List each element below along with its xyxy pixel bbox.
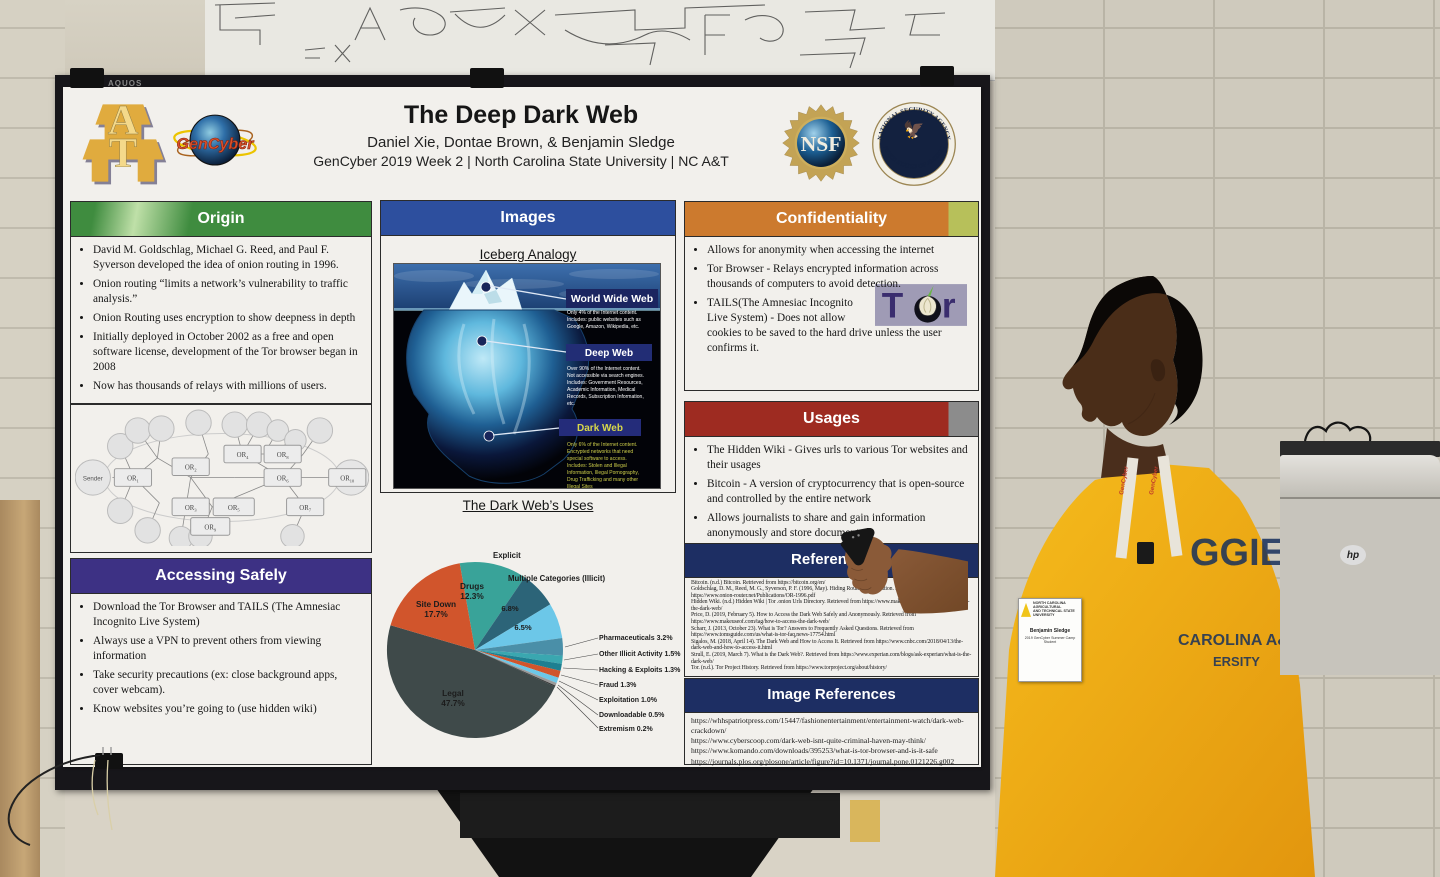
svg-text:T: T bbox=[109, 130, 137, 177]
svg-text:T: T bbox=[882, 287, 904, 326]
svg-text:Includes: Government Resources: Includes: Government Resources, bbox=[567, 380, 643, 386]
svg-text:12.3%: 12.3% bbox=[460, 591, 484, 601]
svg-text:ERSITY: ERSITY bbox=[1213, 654, 1260, 669]
svg-text:Academic Information, Medical: Academic Information, Medical bbox=[567, 387, 635, 393]
svg-text:17.7%: 17.7% bbox=[424, 609, 448, 619]
svg-text:special software to access.: special software to access. bbox=[567, 456, 627, 462]
svg-text:Encrypted networks that need: Encrypted networks that need bbox=[567, 449, 633, 455]
svg-text:6.8%: 6.8% bbox=[501, 604, 519, 613]
svg-text:World Wide Web: World Wide Web bbox=[571, 293, 653, 305]
svg-text:Deep Web: Deep Web bbox=[585, 348, 633, 359]
svg-text:etc.: etc. bbox=[567, 401, 575, 407]
svg-text:Downloadable 0.5%: Downloadable 0.5% bbox=[599, 712, 665, 719]
svg-text:47.7%: 47.7% bbox=[441, 698, 465, 708]
svg-text:Drugs: Drugs bbox=[460, 581, 484, 591]
svg-text:Exploitation 1.0%: Exploitation 1.0% bbox=[599, 697, 658, 704]
svg-text:Includes: Stolen and Illegal: Includes: Stolen and Illegal bbox=[567, 463, 627, 469]
svg-text:Not accessible via search engi: Not accessible via search engines. bbox=[567, 373, 644, 379]
svg-text:6.5%: 6.5% bbox=[514, 623, 532, 632]
svg-text:GenCyber: GenCyber bbox=[176, 135, 254, 153]
svg-text:Only 4% of the Internet conten: Only 4% of the Internet content. bbox=[567, 310, 637, 316]
svg-text:Multiple Categories (Illicit): Multiple Categories (Illicit) bbox=[508, 574, 605, 583]
svg-text:Explicit: Explicit bbox=[493, 551, 521, 560]
svg-text:Legal: Legal bbox=[442, 688, 464, 698]
svg-text:Other Illicit Activity 1.5%: Other Illicit Activity 1.5% bbox=[599, 651, 681, 658]
svg-text:Illegal Sites: Illegal Sites bbox=[567, 484, 593, 488]
svg-text:Fraud 1.3%: Fraud 1.3% bbox=[599, 682, 637, 689]
svg-text:r: r bbox=[942, 287, 956, 326]
svg-text:NSF: NSF bbox=[801, 132, 842, 156]
svg-text:Over 90% of the Internet conte: Over 90% of the Internet content. bbox=[567, 366, 641, 372]
svg-text:Extremism 0.2%: Extremism 0.2% bbox=[599, 726, 653, 733]
svg-text:Records, Subscription Informat: Records, Subscription Information, bbox=[567, 394, 644, 400]
svg-text:🦅: 🦅 bbox=[903, 118, 924, 139]
svg-text:Dark Web: Dark Web bbox=[577, 423, 623, 434]
svg-text:Site Down: Site Down bbox=[416, 599, 456, 609]
svg-text:Only 6% of the Internet conten: Only 6% of the Internet content. bbox=[567, 442, 637, 448]
svg-text:Information, Illegal Pornograp: Information, Illegal Pornography, bbox=[567, 470, 639, 476]
svg-text:Sender: Sender bbox=[83, 475, 103, 482]
svg-text:Hacking & Exploits 1.3%: Hacking & Exploits 1.3% bbox=[599, 667, 681, 674]
svg-text:Drug Trafficking and many othe: Drug Trafficking and many other bbox=[567, 477, 638, 483]
svg-text:Includes: public websites such: Includes: public websites such as bbox=[567, 317, 641, 323]
svg-text:Google, Amazon, Wikipedia, etc: Google, Amazon, Wikipedia, etc. bbox=[567, 324, 639, 330]
svg-text:Pharmaceuticals 3.2%: Pharmaceuticals 3.2% bbox=[599, 635, 673, 642]
